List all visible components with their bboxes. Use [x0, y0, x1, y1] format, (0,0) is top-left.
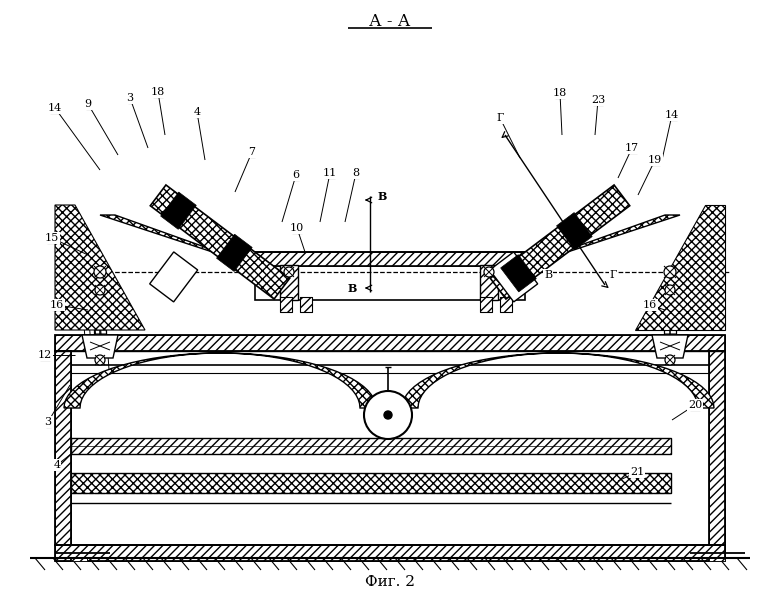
Bar — [300, 297, 312, 312]
Bar — [709, 351, 725, 545]
Text: 11: 11 — [323, 168, 337, 178]
Text: 3: 3 — [44, 417, 51, 427]
Text: А - А: А - А — [369, 14, 411, 30]
Text: 15: 15 — [45, 233, 59, 243]
Text: Г: Г — [609, 270, 617, 280]
Polygon shape — [151, 185, 289, 299]
Polygon shape — [635, 205, 725, 330]
Bar — [71, 438, 671, 454]
Text: 21: 21 — [630, 467, 644, 477]
Circle shape — [94, 266, 106, 278]
Text: 9: 9 — [84, 99, 91, 109]
Bar — [280, 297, 292, 312]
Bar — [255, 252, 525, 266]
Text: 20: 20 — [688, 400, 702, 410]
Bar — [55, 335, 725, 351]
Circle shape — [384, 411, 392, 419]
Text: 7: 7 — [249, 147, 256, 157]
Bar — [280, 265, 298, 300]
Polygon shape — [402, 353, 714, 408]
Text: 16: 16 — [643, 300, 657, 310]
Circle shape — [484, 267, 494, 277]
Polygon shape — [501, 254, 537, 292]
Bar — [480, 265, 498, 300]
Polygon shape — [82, 335, 118, 358]
Bar — [71, 473, 671, 493]
Text: 16: 16 — [50, 300, 64, 310]
Polygon shape — [100, 215, 258, 266]
Text: Фиг. 2: Фиг. 2 — [365, 575, 415, 589]
Polygon shape — [161, 192, 197, 229]
Polygon shape — [652, 335, 688, 358]
Bar — [664, 307, 676, 335]
Circle shape — [95, 355, 105, 365]
Text: Г: Г — [496, 113, 504, 123]
Circle shape — [665, 355, 675, 365]
Bar — [255, 252, 525, 300]
Polygon shape — [64, 353, 376, 408]
Text: В: В — [347, 284, 356, 294]
Polygon shape — [55, 205, 145, 330]
Text: 23: 23 — [591, 95, 605, 105]
Bar — [55, 545, 725, 561]
Bar — [480, 297, 492, 312]
Bar — [709, 558, 725, 561]
Text: 14: 14 — [665, 110, 679, 120]
Circle shape — [364, 391, 412, 439]
Polygon shape — [491, 185, 629, 299]
Circle shape — [664, 266, 676, 278]
Bar — [71, 438, 671, 454]
Bar — [480, 265, 498, 300]
Text: 12: 12 — [38, 350, 52, 360]
Bar — [500, 297, 512, 312]
Text: 19: 19 — [648, 155, 662, 165]
Bar — [280, 265, 298, 300]
Bar — [55, 545, 725, 561]
Polygon shape — [150, 252, 197, 302]
Text: В: В — [544, 270, 552, 280]
Bar — [480, 297, 492, 312]
Text: 8: 8 — [353, 168, 360, 178]
Circle shape — [284, 267, 294, 277]
Bar — [709, 351, 725, 545]
Bar — [500, 297, 512, 312]
Text: 3: 3 — [126, 93, 133, 103]
Text: 10: 10 — [290, 223, 304, 233]
Circle shape — [95, 285, 105, 295]
Text: 14: 14 — [48, 103, 62, 113]
Text: 4: 4 — [54, 460, 61, 470]
Bar — [55, 335, 725, 351]
Circle shape — [665, 285, 675, 295]
Text: 18: 18 — [553, 88, 567, 98]
Text: 17: 17 — [625, 143, 639, 153]
Bar — [71, 473, 671, 493]
Text: 6: 6 — [292, 170, 300, 180]
Bar — [55, 351, 71, 545]
Polygon shape — [557, 213, 592, 250]
Text: 4: 4 — [193, 107, 200, 117]
Polygon shape — [490, 252, 537, 302]
Bar — [94, 307, 106, 335]
Polygon shape — [522, 215, 680, 266]
Bar — [71, 558, 87, 561]
Bar — [300, 297, 312, 312]
Text: 18: 18 — [151, 87, 165, 97]
Bar — [55, 351, 71, 545]
Bar — [255, 252, 525, 266]
Text: В: В — [378, 191, 388, 201]
Polygon shape — [217, 234, 252, 271]
Bar — [280, 297, 292, 312]
